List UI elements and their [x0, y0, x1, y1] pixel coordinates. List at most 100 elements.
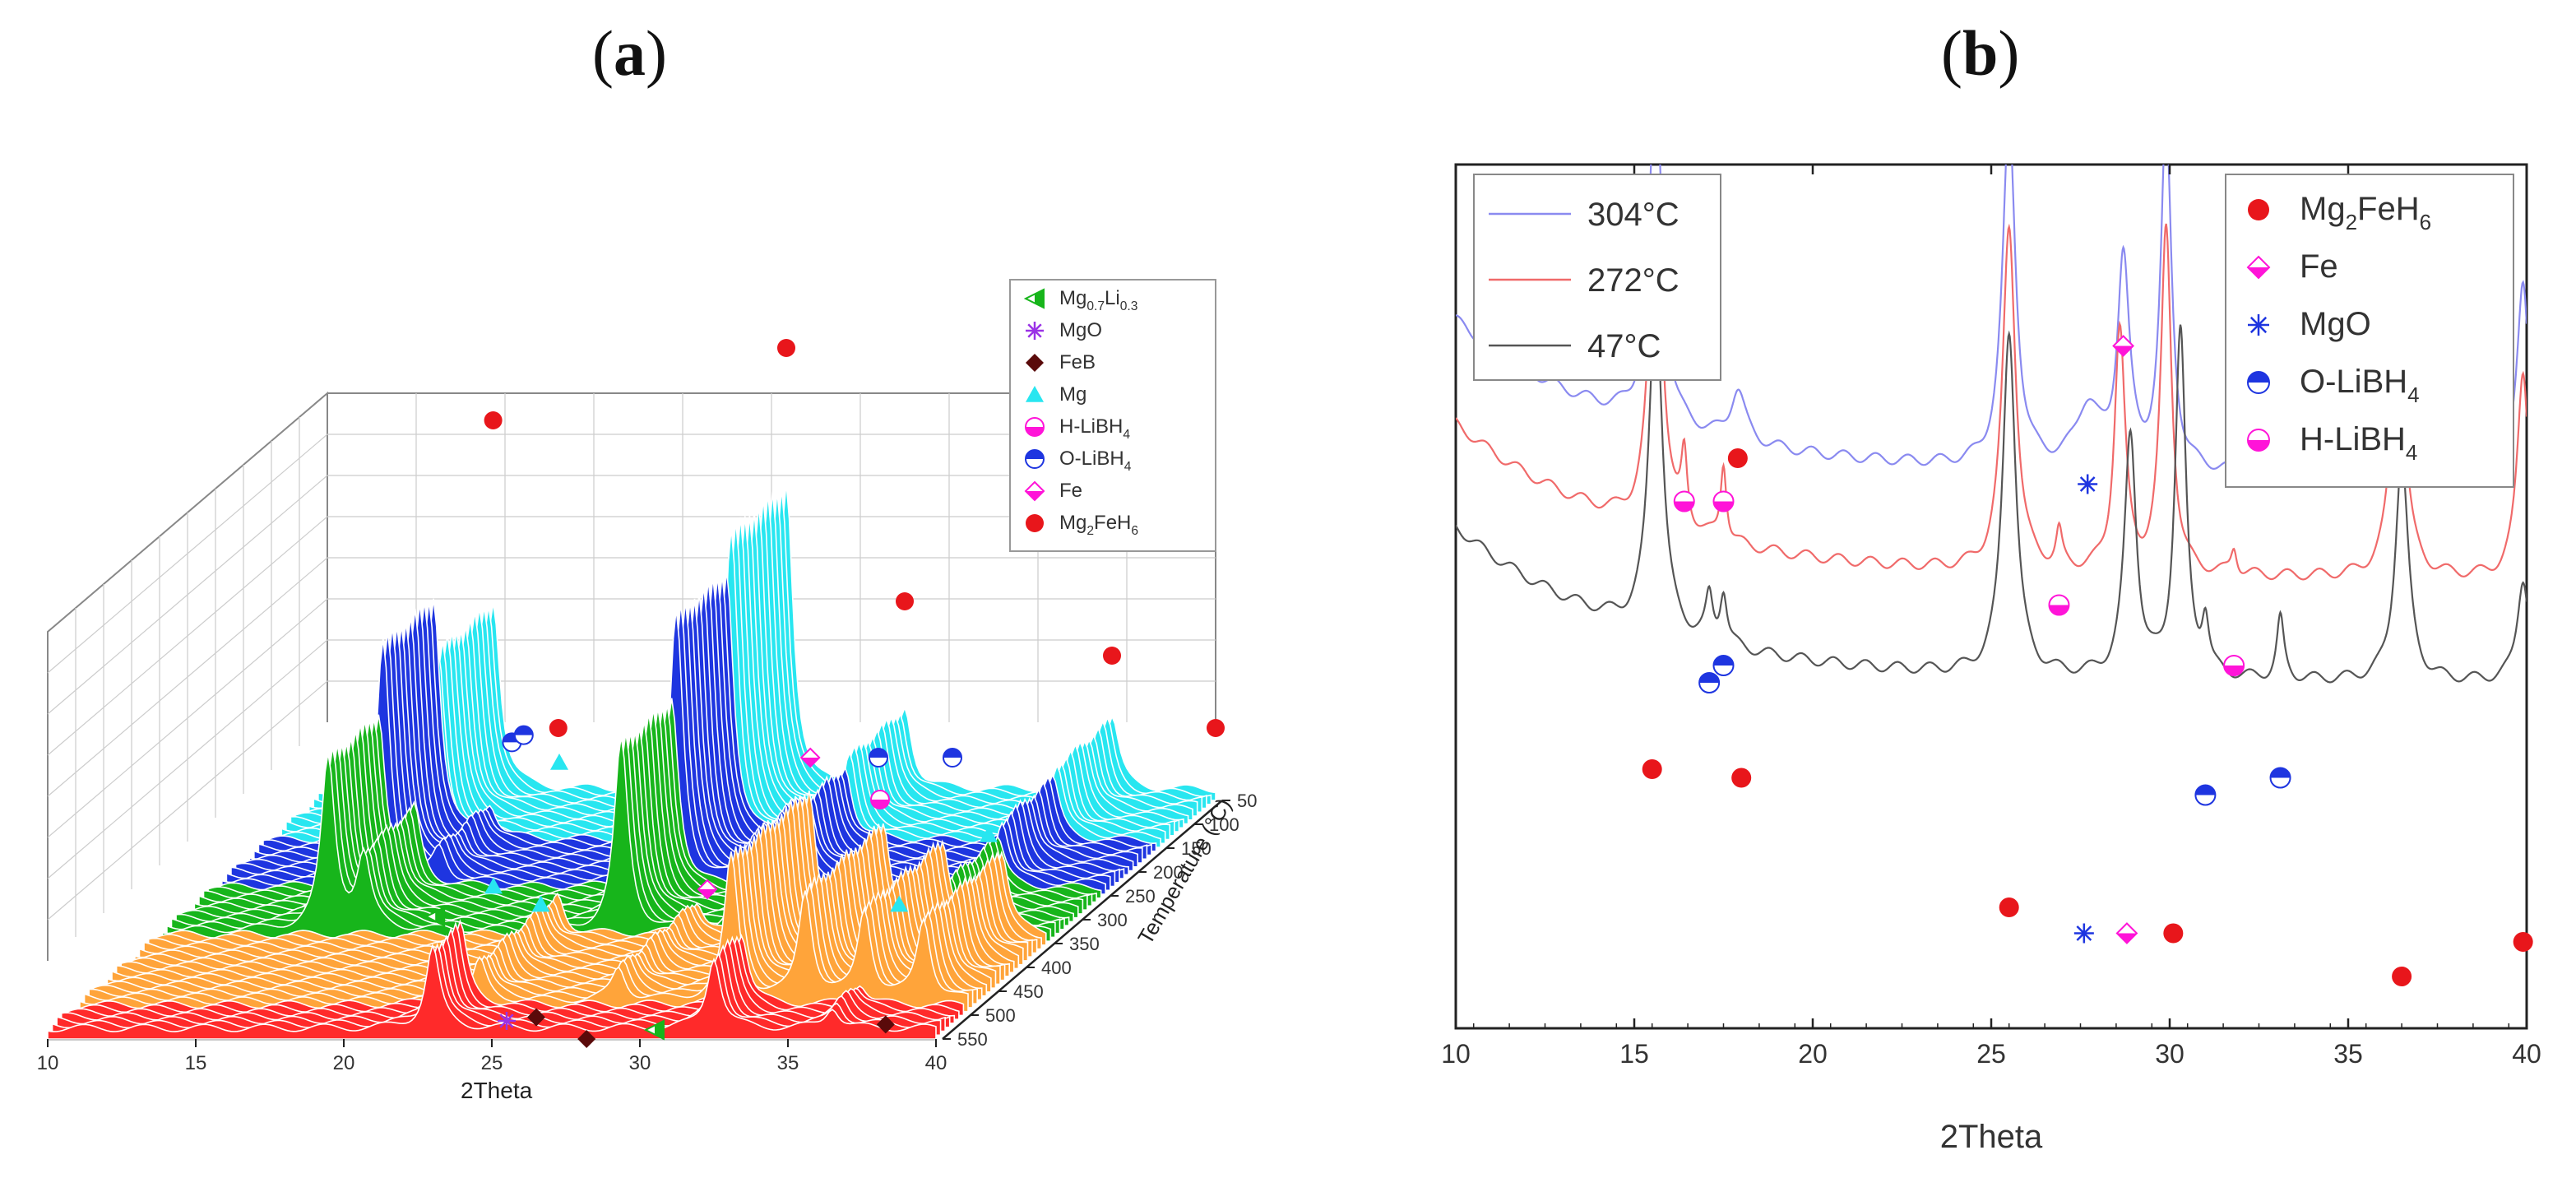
chart-a-temperature-tick-label: 250 [1125, 886, 1156, 907]
chart-a-gridline [47, 475, 328, 715]
chart-a-trace [230, 601, 1120, 884]
chart-b-phase-marker [1731, 768, 1752, 788]
chart-a-trace [175, 730, 1065, 930]
chart-b-phase-marker [1999, 897, 2019, 917]
chart-a-temperature-tick-label: 550 [957, 1029, 988, 1050]
chart-b-series-line [1456, 179, 2527, 581]
chart-a-trace [303, 498, 1193, 821]
chart-a-gridline [47, 598, 328, 838]
chart-b-x-ticks: 10 15 20 25 30 35 40 [1441, 165, 2541, 1069]
chart-a-frame [47, 391, 1223, 1041]
chart-b-phase-marker [2078, 474, 2098, 494]
chart-a-trace [284, 516, 1175, 837]
chart-b-phase-marker [2163, 923, 2184, 944]
chart-a-temperature-axis-label: Temperature (°C) [1133, 794, 1236, 948]
chart-a-trace [65, 926, 956, 1024]
chart-a-trace [202, 707, 1093, 907]
chart-a-trace [165, 732, 1056, 939]
chart-a-phase-marker [869, 748, 888, 768]
chart-a-x-tick-label: 20 [333, 1052, 355, 1074]
chart-a-trace [197, 707, 1088, 911]
panel-b-label: (b) [1941, 17, 2020, 89]
chart-a-trace [96, 842, 988, 997]
chart-a-trace [79, 851, 969, 1013]
chart-b-phase-marker [2194, 784, 2217, 806]
chart-b-phase-legend-label: Mg2FeH6 [2300, 191, 2431, 234]
chart-a-trace [183, 720, 1075, 923]
chart-a-legend-label: FeB [1059, 351, 1096, 373]
chart-a-legend-label: MgO [1059, 319, 1102, 341]
chart-a-trace [56, 940, 946, 1032]
chart-b-x-tick-label: 20 [1798, 1039, 1828, 1069]
chart-a-x-tick-label: 10 [37, 1052, 59, 1074]
chart-b-x-tick-label: 35 [2333, 1039, 2363, 1069]
chart-a-temperature-ticks: 50 100 150 200 250 300 350 400 450 500 550 [943, 791, 1257, 1050]
chart-a-legend-label: Mg [1059, 383, 1086, 406]
chart-b-x-tick-label: 40 [2512, 1039, 2541, 1069]
chart-a-phase-marker [577, 1030, 596, 1048]
chart-a-trace [124, 818, 1015, 973]
chart-a-legend-label: Fe [1059, 480, 1082, 502]
chart-a-trace [248, 579, 1139, 868]
chart-a-x-ticks: 10 15 20 25 30 35 40 [37, 1039, 947, 1074]
chart-a-phase-markers [424, 339, 1225, 1048]
chart-a-legend-marker [1025, 449, 1045, 469]
chart-a-legend-marker [1023, 288, 1045, 309]
chart-a-legend-marker [1026, 354, 1044, 372]
chart-a-legend-box [1009, 279, 1216, 552]
chart-a-trace [294, 512, 1184, 829]
chart-b-phase-marker [2269, 767, 2291, 789]
chart-a-phase-marker [531, 895, 550, 912]
chart-a-trace [271, 527, 1161, 848]
chart-b-temperature-legend-box [1473, 174, 1721, 381]
chart-a-trace [276, 521, 1166, 845]
chart-a-temperature-tick-label: 300 [1097, 910, 1128, 930]
chart-a-temperature-tick-label: 150 [1181, 838, 1212, 859]
chart-a-legend-marker [1025, 417, 1045, 437]
chart-a-trace [243, 586, 1134, 872]
chart-a-trace [262, 575, 1152, 856]
chart-a-trace [60, 934, 951, 1028]
chart-a-trace [138, 800, 1029, 962]
chart-a-trace [170, 731, 1061, 935]
chart-a-trace [299, 505, 1189, 825]
chart-b-phase-legend-box [2225, 174, 2514, 488]
chart-b-phase-marker [1642, 759, 1662, 779]
chart-a-legend-marker [1026, 514, 1044, 532]
chart-a-trace [215, 608, 1107, 895]
chart-a-trace [110, 823, 1001, 986]
chart-b-legend-label: 47°C [1587, 328, 1661, 364]
chart-a-temperature-tick-label: 350 [1069, 934, 1100, 954]
chart-a-phase-marker [876, 1015, 895, 1034]
chart-b-legend-marker [2246, 255, 2271, 280]
chart-b-series [1456, 165, 2527, 684]
chart-a-temperature-tick-label: 400 [1041, 958, 1072, 978]
chart-a-gridline [47, 434, 328, 674]
chart-b-x-tick-label: 15 [1619, 1039, 1649, 1069]
chart-a-trace [51, 943, 942, 1037]
chart-a-trace [308, 493, 1198, 817]
chart-a-phase-marker [943, 748, 962, 768]
chart-b-phase-marker [2392, 967, 2412, 986]
chart-a-trace [313, 491, 1203, 814]
chart-a-trace [72, 918, 965, 1017]
chart-a-trace [220, 603, 1111, 892]
chart-b-phase-marker [1698, 672, 1721, 693]
chart-b-x-axis-label: 2Theta [1940, 1119, 2043, 1155]
chart-a-trace [141, 795, 1033, 958]
chart-a-phase-marker [424, 906, 446, 927]
chart-b-temperature-legend: 304°C 272°C 47°C [1473, 174, 1721, 381]
chart-a-phase-marker [484, 877, 503, 894]
chart-b-phase-legend-label: Fe [2300, 248, 2338, 285]
chart-a-temperature-tick-label: 500 [985, 1005, 1016, 1026]
chart-b-legend-marker [2247, 371, 2270, 394]
chart-a-phase-marker [527, 1008, 545, 1027]
chart-a-temperature-tick-label: 200 [1153, 862, 1184, 883]
chart-a-trace [225, 601, 1116, 888]
chart-a-trace [88, 844, 979, 1005]
chart-b-legend-marker [2248, 199, 2269, 220]
chart-a-x-tick-label: 15 [185, 1052, 207, 1074]
chart-b-phase-marker [2223, 655, 2245, 676]
